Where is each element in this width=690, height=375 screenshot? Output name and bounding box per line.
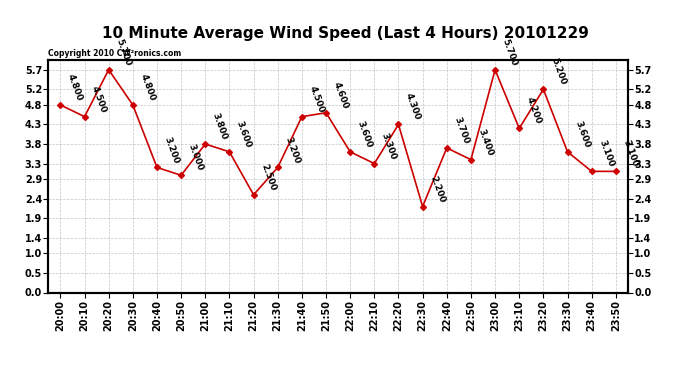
- Text: 3.700: 3.700: [453, 116, 471, 145]
- Text: 3.600: 3.600: [235, 120, 253, 149]
- Text: 4.800: 4.800: [139, 72, 157, 102]
- Text: 5.700: 5.700: [501, 38, 519, 67]
- Text: 4.300: 4.300: [404, 92, 422, 122]
- Text: 10 Minute Average Wind Speed (Last 4 Hours) 20101229: 10 Minute Average Wind Speed (Last 4 Hou…: [101, 26, 589, 41]
- Text: 4.200: 4.200: [525, 96, 543, 126]
- Text: 3.100: 3.100: [622, 139, 640, 169]
- Text: 3.300: 3.300: [380, 131, 398, 161]
- Text: 3.000: 3.000: [187, 143, 205, 172]
- Text: 3.200: 3.200: [284, 135, 302, 165]
- Text: 3.100: 3.100: [598, 139, 615, 169]
- Text: 2.500: 2.500: [259, 162, 277, 192]
- Text: 4.800: 4.800: [66, 72, 84, 102]
- Text: 3.400: 3.400: [477, 127, 495, 157]
- Text: 4.600: 4.600: [332, 80, 350, 110]
- Text: 5.700: 5.700: [115, 38, 132, 67]
- Text: 3.600: 3.600: [573, 120, 591, 149]
- Text: 5.200: 5.200: [549, 57, 567, 87]
- Text: 4.500: 4.500: [308, 84, 326, 114]
- Text: 3.800: 3.800: [211, 112, 229, 141]
- Text: 3.200: 3.200: [163, 135, 181, 165]
- Text: 2.200: 2.200: [428, 174, 446, 204]
- Text: Copyright 2010 CW²ronics.com: Copyright 2010 CW²ronics.com: [48, 49, 181, 58]
- Text: 3.600: 3.600: [356, 120, 374, 149]
- Text: 4.500: 4.500: [90, 84, 108, 114]
